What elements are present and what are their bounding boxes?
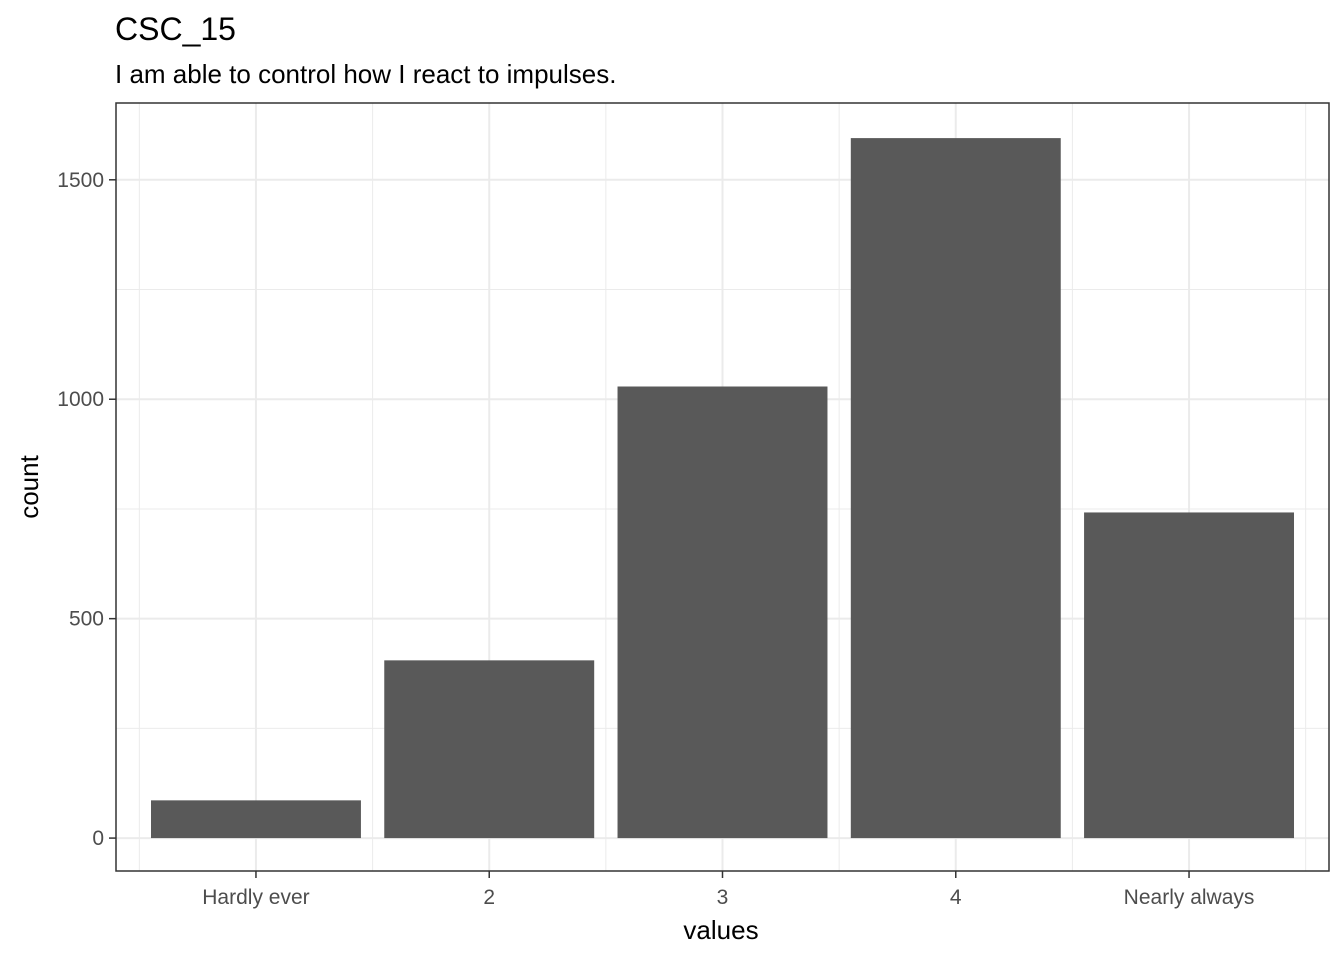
y-tick-label: 1500 bbox=[57, 169, 104, 192]
x-tick-label: 3 bbox=[717, 886, 729, 909]
chart-title: CSC_15 bbox=[115, 11, 236, 47]
x-tick-label: Nearly always bbox=[1124, 886, 1255, 909]
bar bbox=[150, 800, 361, 839]
x-tick-label: 2 bbox=[483, 886, 495, 909]
bar bbox=[384, 660, 595, 839]
y-tick-label: 0 bbox=[92, 827, 104, 850]
axes: 0 500 1000 1500 Hardly ever 2 3 4 Nearly always bbox=[57, 102, 1330, 909]
y-tick-label: 500 bbox=[69, 608, 104, 631]
y-tick-label: 1000 bbox=[57, 388, 104, 411]
x-axis-title: values bbox=[683, 915, 758, 945]
bar bbox=[617, 386, 828, 839]
x-tick-label: Hardly ever bbox=[202, 886, 309, 909]
x-tick-label: 4 bbox=[950, 886, 962, 909]
chart-subtitle: I am able to control how I react to impu… bbox=[115, 59, 616, 89]
y-axis-title: count bbox=[14, 454, 44, 518]
bars bbox=[150, 138, 1295, 839]
bar bbox=[1084, 512, 1295, 839]
bar bbox=[850, 138, 1061, 839]
